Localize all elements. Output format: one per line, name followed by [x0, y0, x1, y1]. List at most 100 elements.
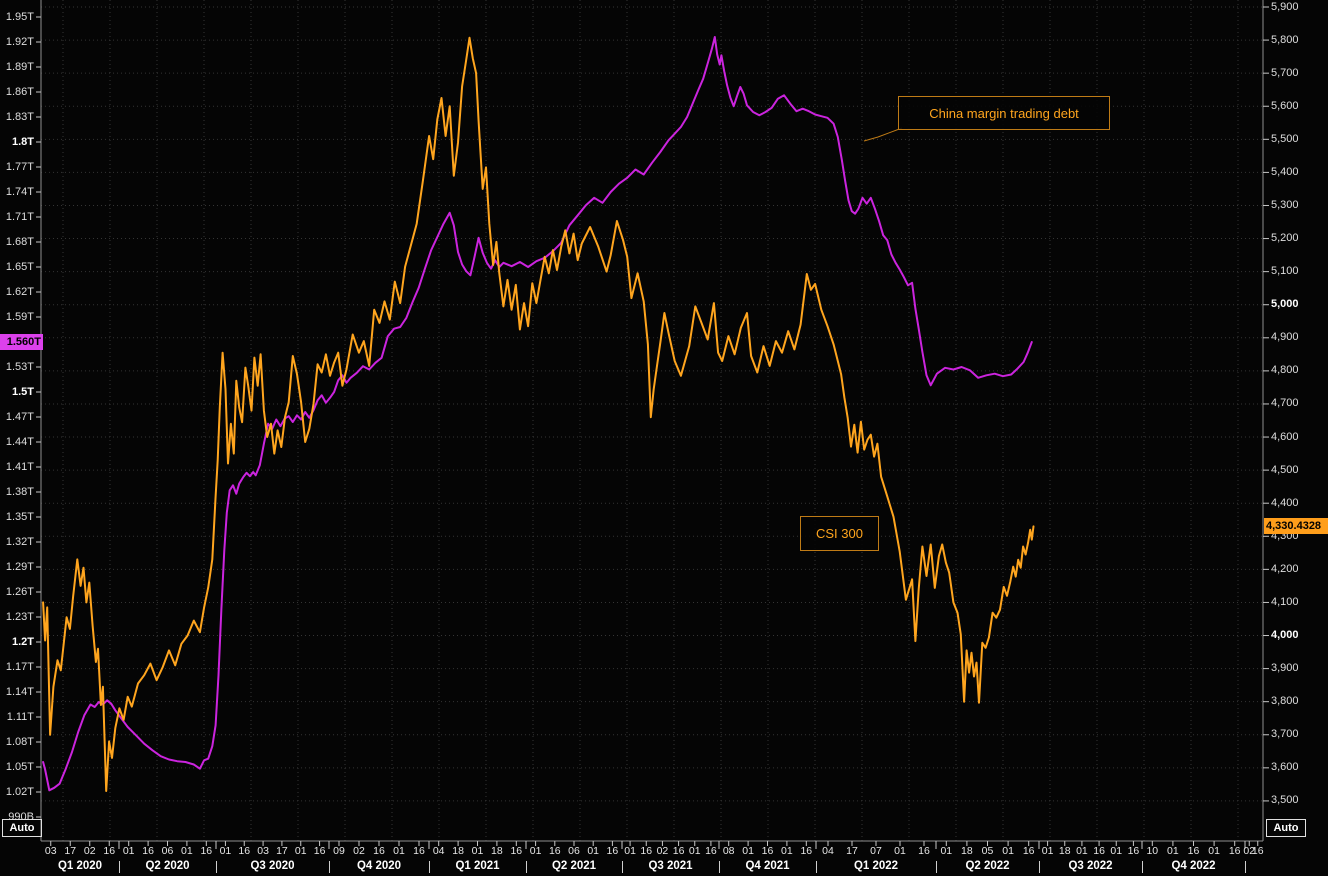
- x-axis-day-label: 01: [587, 845, 600, 857]
- left-axis-tick-label: 1.92T: [5, 35, 34, 48]
- x-axis-day-label: 18: [1058, 845, 1071, 857]
- right-axis-auto-button[interactable]: Auto: [1266, 819, 1306, 837]
- x-axis-day-label: 16: [1127, 845, 1140, 857]
- x-axis-day-label: 16: [1022, 845, 1035, 857]
- x-axis-day-label: 01: [1167, 845, 1179, 857]
- x-axis-day-label: 17: [846, 845, 858, 857]
- quarter-divider: [329, 861, 330, 873]
- right-axis-tick-label: 4,700: [1271, 397, 1299, 410]
- x-axis-day-label: 01: [894, 845, 906, 857]
- x-axis-day-label: 16: [1228, 845, 1241, 857]
- csi300-last-value-badge: 4,330.4328: [1264, 518, 1328, 534]
- left-axis-tick-label: 1.38T: [5, 485, 34, 498]
- x-axis-quarter-label: Q3 2020: [250, 860, 295, 872]
- left-axis-auto-button[interactable]: Auto: [2, 819, 42, 837]
- left-axis-tick-label: 1.59T: [5, 310, 34, 323]
- margin-debt-last-value-badge: 1.560T: [0, 334, 43, 350]
- x-axis-day-label: 16: [1187, 845, 1200, 857]
- right-axis-tick-label: 5,100: [1271, 265, 1299, 278]
- quarter-divider: [1039, 861, 1040, 873]
- x-axis-day-label: 09: [333, 845, 345, 857]
- left-axis-tick-label: 1.17T: [5, 660, 34, 673]
- x-axis-day-label: 01: [393, 845, 405, 857]
- x-axis-day-label: 01: [1208, 845, 1220, 857]
- x-axis-day-label: 18: [961, 845, 973, 857]
- right-axis-tick-label: 5,000: [1271, 298, 1299, 311]
- left-axis-tick-label: 1.44T: [5, 435, 34, 448]
- right-axis-tick-label: 4,600: [1271, 430, 1299, 443]
- right-axis-tick-label: 5,400: [1271, 165, 1299, 178]
- x-axis-day-label: 01: [742, 845, 754, 857]
- left-axis-tick-label: 1.26T: [5, 585, 34, 598]
- x-axis-day-label: 06: [568, 845, 580, 857]
- x-axis-day-label: 03: [44, 845, 57, 857]
- x-axis-quarter-label: Q1 2021: [455, 860, 500, 872]
- x-axis-day-label: 06: [161, 845, 174, 857]
- right-axis-tick-label: 5,300: [1271, 198, 1299, 211]
- right-axis-tick-label: 4,100: [1271, 595, 1299, 608]
- x-axis-day-label: 16: [918, 845, 930, 857]
- x-axis-quarter-label: Q4 2021: [745, 860, 790, 872]
- left-axis-tick-label: 1.32T: [5, 535, 34, 548]
- x-axis-day-label: 01: [1110, 845, 1123, 857]
- left-axis-tick-label: 1.65T: [5, 260, 34, 273]
- left-axis-tick-label: 1.8T: [11, 135, 34, 148]
- quarter-divider: [936, 861, 937, 873]
- right-axis-tick-label: 4,200: [1271, 562, 1299, 575]
- x-axis-day-label: 02: [83, 845, 96, 857]
- x-axis-day-label: 16: [103, 845, 116, 857]
- right-axis-tick-label: 3,700: [1271, 728, 1299, 741]
- x-axis-day-label: 16: [705, 845, 717, 857]
- right-axis-tick-label: 4,900: [1271, 331, 1299, 344]
- right-axis-tick-label: 5,700: [1271, 66, 1299, 79]
- x-axis-day-label: 01: [1041, 845, 1054, 857]
- left-axis-tick-label: 1.47T: [5, 410, 34, 423]
- x-axis-quarter-label: Q1 2020: [57, 860, 103, 872]
- left-axis-tick-label: 1.83T: [5, 110, 34, 123]
- margin-debt-annotation-text: China margin trading debt: [929, 105, 1079, 121]
- quarter-divider: [622, 861, 623, 873]
- x-axis-day-label: 16: [142, 845, 154, 857]
- margin-debt-annotation-leader: [863, 127, 903, 142]
- quarter-divider: [1142, 861, 1143, 873]
- x-axis-day-label: 16: [761, 845, 774, 857]
- left-axis-tick-label: 1.71T: [5, 210, 34, 223]
- x-axis-quarter-label: Q4 2022: [1171, 860, 1216, 872]
- x-axis-day-label: 01: [1002, 845, 1014, 857]
- x-axis-quarter-label: Q1 2022: [853, 860, 899, 872]
- x-axis-day-label: 16: [548, 845, 561, 857]
- quarter-divider: [816, 861, 817, 873]
- x-axis-quarter-label: Q2 2022: [965, 860, 1010, 872]
- x-axis-day-label: 02: [353, 845, 365, 857]
- csi300-annotation[interactable]: CSI 300: [800, 516, 879, 551]
- left-axis-tick-label: 1.89T: [5, 60, 34, 73]
- x-axis-day-label: 02: [1243, 845, 1256, 857]
- left-axis-tick-label: 1.53T: [5, 360, 34, 373]
- right-axis-tick-label: 5,800: [1271, 33, 1299, 46]
- x-axis-day-label: 16: [413, 845, 425, 857]
- x-axis-day-label: 18: [452, 845, 464, 857]
- x-axis-quarter-label: Q4 2020: [356, 860, 402, 872]
- x-axis-day-label: 16: [1093, 845, 1105, 857]
- left-axis-tick-label: 990B: [8, 810, 34, 823]
- x-axis-day-label: 10: [1146, 845, 1159, 857]
- right-axis-tick-label: 5,200: [1271, 232, 1299, 245]
- x-axis-day-label: 16: [373, 845, 385, 857]
- x-axis-day-label: 03: [257, 845, 269, 857]
- x-axis-day-label: 01: [1076, 845, 1088, 857]
- right-axis-tick-label: 4,400: [1271, 496, 1299, 509]
- right-axis-tick-label: 4,500: [1271, 463, 1299, 476]
- quarter-divider: [216, 861, 217, 873]
- margin-debt-annotation[interactable]: China margin trading debt: [898, 96, 1110, 130]
- x-axis-day-label: 16: [1251, 845, 1264, 857]
- left-axis-tick-label: 1.05T: [5, 760, 34, 773]
- x-axis-day-label: 01: [471, 845, 484, 857]
- csi300-annotation-text: CSI 300: [816, 526, 863, 541]
- x-axis-day-label: 18: [491, 845, 503, 857]
- right-axis-tick-label: 3,600: [1271, 761, 1299, 774]
- x-axis-day-label: 16: [800, 845, 813, 857]
- quarter-divider: [719, 861, 720, 873]
- x-axis-day-label: 01: [122, 845, 135, 857]
